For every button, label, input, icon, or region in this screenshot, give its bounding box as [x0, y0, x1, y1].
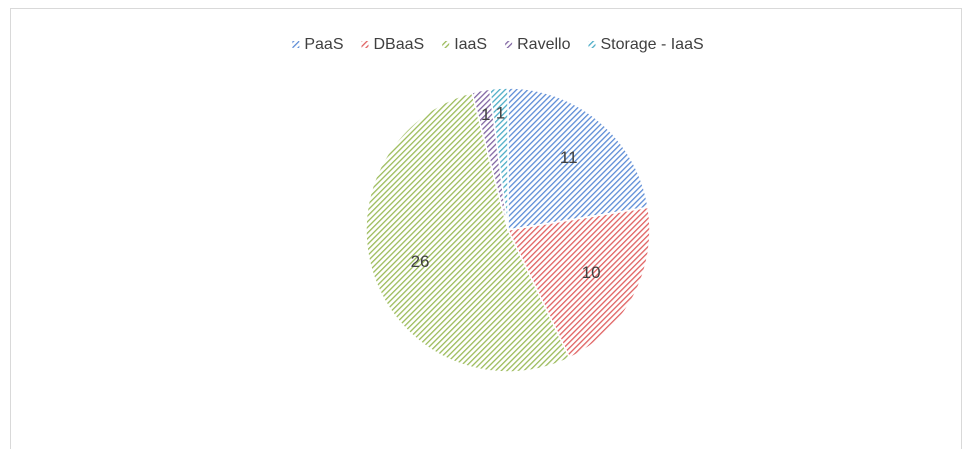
legend-marker: [361, 41, 369, 48]
data-label: 1: [481, 105, 490, 124]
legend-label: PaaS: [304, 36, 343, 53]
legend-label: Storage - IaaS: [600, 36, 703, 53]
data-label: 11: [560, 148, 578, 167]
pie-slice: [489, 87, 509, 231]
legend-label: IaaS: [454, 36, 487, 53]
pie-slice: [507, 87, 650, 231]
legend-marker: [292, 41, 300, 48]
legend-marker: [442, 41, 450, 48]
legend-label: DBaaS: [373, 36, 424, 53]
legend-marker: [505, 41, 513, 48]
legend-label: Ravello: [517, 36, 570, 53]
data-label: 10: [582, 263, 601, 282]
pie-slice: [506, 206, 651, 359]
data-label: 26: [411, 252, 430, 271]
legend-marker: [588, 41, 596, 48]
data-label: 1: [496, 103, 505, 122]
pie-slice: [365, 91, 571, 373]
